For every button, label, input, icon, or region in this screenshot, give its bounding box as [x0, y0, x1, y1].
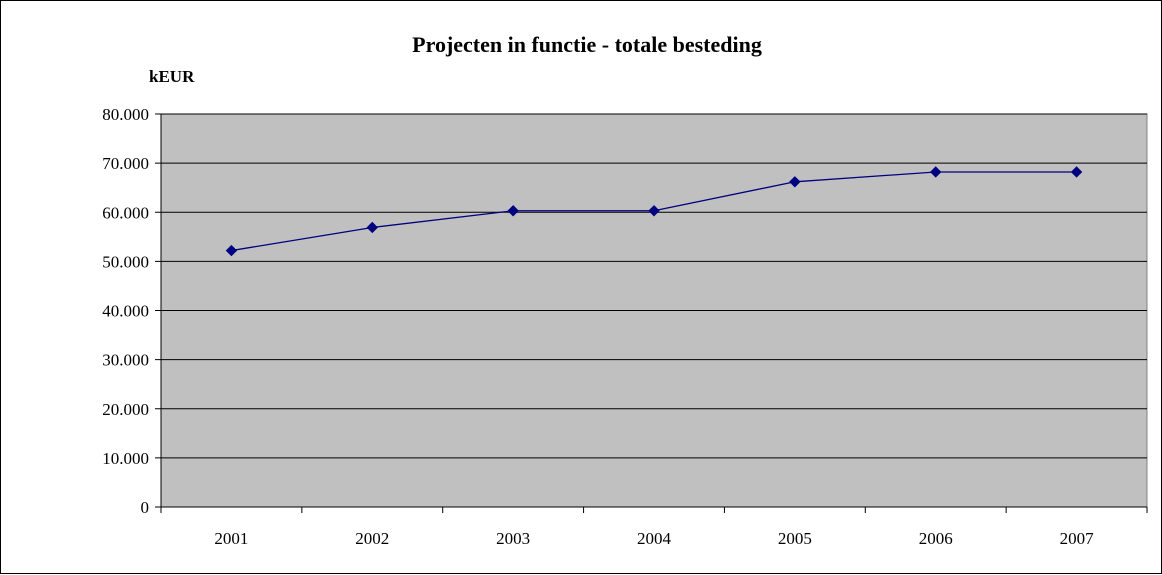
x-tick-label-2005: 2005: [778, 529, 812, 548]
y-tick-label-6: 60.000: [102, 203, 149, 222]
y-tick-label-4: 40.000: [102, 302, 149, 321]
data-point-2005: [789, 176, 801, 188]
data-point-2002: [366, 221, 378, 234]
y-tick-label-1: 10.000: [102, 449, 149, 468]
x-tick-label-2007: 2007: [1060, 529, 1095, 548]
x-tick-label-2006: 2006: [919, 529, 953, 548]
data-point-2007: [1070, 166, 1083, 178]
y-tick-label-3: 30.000: [102, 351, 149, 370]
y-axis-unit-label: kEUR: [149, 67, 195, 86]
y-tick-label-2: 20.000: [102, 400, 149, 419]
chart-title: Projecten in functie - totale besteding: [412, 32, 762, 57]
y-tick-label-7: 70.000: [102, 154, 149, 173]
y-tick-label-8: 80.000: [102, 105, 149, 124]
x-tick-label-2002: 2002: [355, 529, 389, 548]
data-point-2004: [648, 205, 660, 217]
x-tick-label-2001: 2001: [214, 529, 248, 548]
y-tick-label-5: 50.000: [102, 252, 149, 271]
data-point-2003: [507, 205, 519, 217]
y-tick-label-0: 0: [141, 498, 150, 517]
x-tick-label-2004: 2004: [637, 529, 672, 548]
data-point-2006: [930, 166, 942, 178]
plot-area: 0 10.000 20.000 30.000 40.000 50.000 60.000 70.…: [102, 105, 1148, 548]
data-point-2001: [225, 244, 238, 257]
x-tick-label-2003: 2003: [496, 529, 530, 548]
